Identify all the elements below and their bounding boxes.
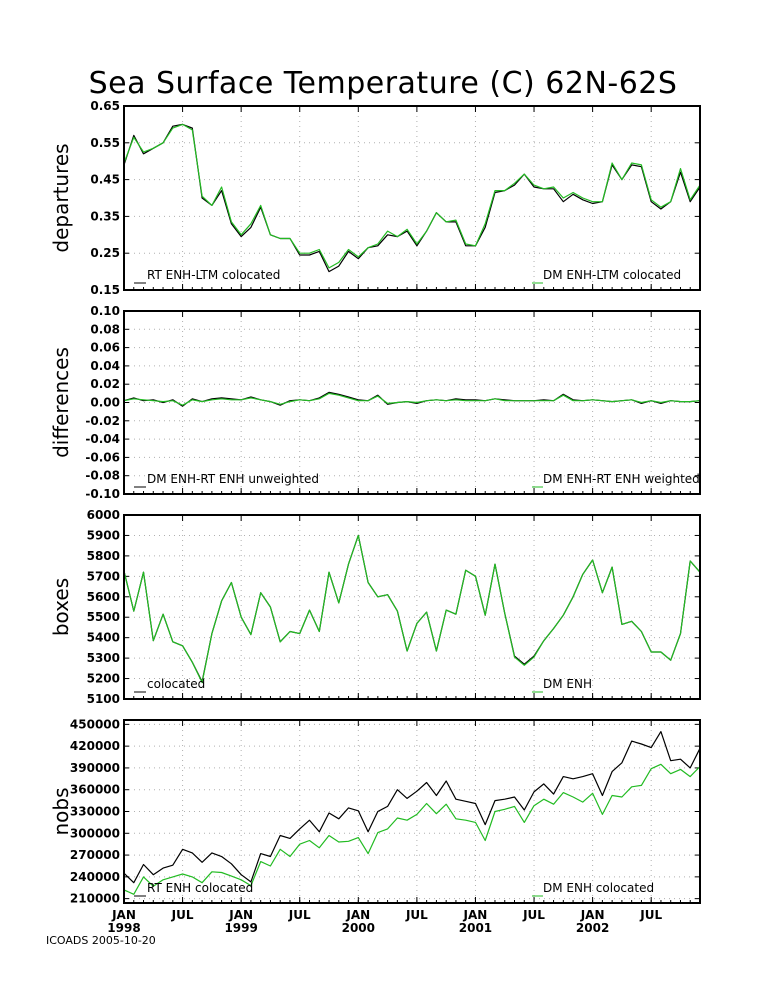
y-tick-label: 5500 (87, 610, 120, 624)
y-tick-label: 6000 (87, 508, 120, 522)
y-tick-label: 0.02 (90, 377, 120, 391)
y-tick-label: 0.65 (90, 99, 120, 113)
y-tick-label: 0.06 (90, 341, 120, 355)
x-tick-label: JUL (522, 908, 545, 922)
y-tick-label: 0.00 (90, 396, 120, 410)
series-line-a (123, 534, 701, 683)
y-tick-label: 5600 (87, 590, 120, 604)
y-tick-label: 210000 (70, 892, 120, 906)
legend-label-a: RT ENH colocated (147, 881, 253, 895)
legend-label-b: DM ENH-RT ENH weighted (543, 472, 700, 486)
series-line-a (123, 730, 701, 884)
legend-label-b: DM ENH-LTM colocated (543, 268, 681, 282)
x-tick-year: 1998 (107, 921, 140, 935)
x-tick-year: 2002 (576, 921, 609, 935)
series-line-b (123, 534, 701, 684)
y-tick-label: -0.02 (85, 414, 120, 428)
y-tick-label: -0.06 (85, 450, 120, 464)
legend-label-b: DM ENH (543, 677, 592, 691)
y-axis-label: nobs (49, 787, 73, 835)
y-tick-label: 270000 (70, 848, 120, 862)
y-tick-label: 360000 (70, 783, 120, 797)
x-tick-label: JAN (463, 908, 488, 922)
x-tick-label: JAN (111, 908, 136, 922)
x-tick-year: 1999 (224, 921, 257, 935)
y-tick-label: 420000 (70, 739, 120, 753)
panel-frame (123, 105, 701, 291)
x-tick-label: JUL (639, 908, 662, 922)
y-tick-label: 390000 (70, 761, 120, 775)
y-tick-label: 450000 (70, 717, 120, 731)
x-tick-label: JAN (580, 908, 605, 922)
footer-source-label: ICOADS 2005-10-20 (46, 934, 156, 947)
y-tick-label: 240000 (70, 870, 120, 884)
y-tick-label: -0.04 (85, 432, 120, 446)
y-tick-label: 5200 (87, 672, 120, 686)
panel-frame (123, 310, 701, 495)
series-line-a (123, 123, 701, 273)
series-line-b (123, 123, 701, 269)
x-tick-label: JUL (171, 908, 194, 922)
y-tick-label: 0.08 (90, 322, 120, 336)
legend-label-a: RT ENH-LTM colocated (147, 268, 280, 282)
y-tick-label: 0.55 (90, 136, 120, 150)
y-tick-label: 5900 (87, 528, 120, 542)
panel-frame (123, 514, 701, 700)
y-tick-label: 0.45 (90, 173, 120, 187)
x-tick-year: 2001 (459, 921, 492, 935)
series-line-b (123, 392, 701, 406)
y-tick-label: -0.10 (85, 487, 120, 501)
x-tick-label: JAN (228, 908, 253, 922)
y-tick-label: 5300 (87, 651, 120, 665)
y-axis-label: differences (49, 347, 73, 458)
y-tick-label: 5700 (87, 569, 120, 583)
y-tick-label: -0.08 (85, 469, 120, 483)
legend-label-a: DM ENH-RT ENH unweighted (147, 472, 319, 486)
y-tick-label: 330000 (70, 805, 120, 819)
y-tick-label: 0.35 (90, 209, 120, 223)
y-axis-label: departures (49, 143, 73, 252)
y-tick-label: 5800 (87, 549, 120, 563)
y-tick-label: 5100 (87, 692, 120, 706)
y-tick-label: 0.25 (90, 246, 120, 260)
panel-frame (123, 719, 701, 904)
x-tick-label: JAN (345, 908, 370, 922)
legend-label-a: colocated (147, 677, 205, 691)
x-tick-year: 2000 (342, 921, 375, 935)
y-axis-label: boxes (49, 578, 73, 636)
y-tick-label: 0.15 (90, 283, 120, 297)
y-tick-label: 5400 (87, 631, 120, 645)
series-line-a (123, 391, 701, 407)
y-tick-label: 0.04 (90, 359, 120, 373)
y-tick-label: 0.10 (90, 304, 120, 318)
series-line-b (123, 763, 701, 895)
chart-title: Sea Surface Temperature (C) 62N-62S (88, 66, 678, 101)
x-tick-label: JUL (405, 908, 428, 922)
x-tick-label: JUL (288, 908, 311, 922)
legend-label-b: DM ENH colocated (543, 881, 654, 895)
y-tick-label: 300000 (70, 826, 120, 840)
